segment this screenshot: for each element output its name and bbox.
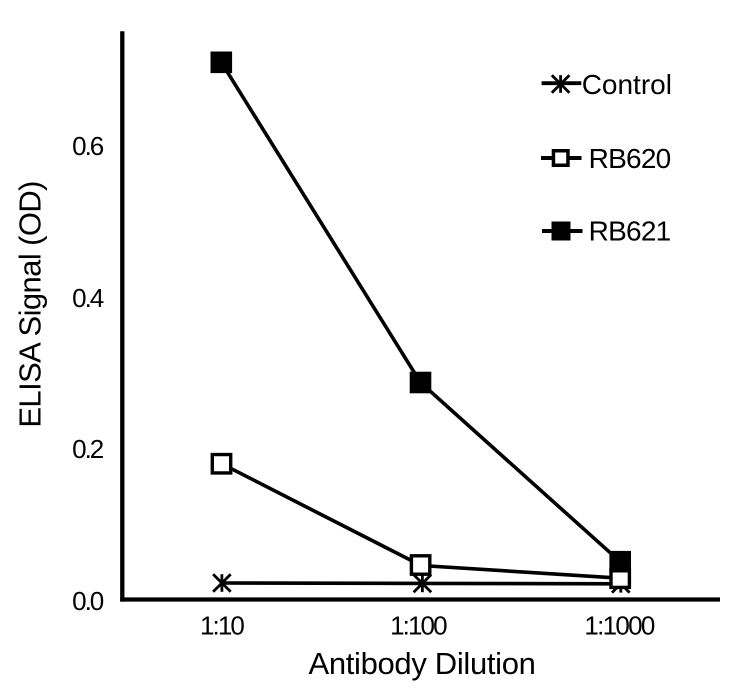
svg-text:1:1000: 1:1000 xyxy=(584,611,655,641)
svg-text:1:100: 1:100 xyxy=(390,610,447,640)
svg-text:1:10: 1:10 xyxy=(200,610,244,640)
svg-text:0.4: 0.4 xyxy=(72,283,104,313)
svg-text:0.2: 0.2 xyxy=(72,434,104,464)
svg-text:Antibody Dilution: Antibody Dilution xyxy=(308,646,535,681)
svg-text:Control: Control xyxy=(582,69,672,100)
svg-text:ELISA Signal (OD): ELISA Signal (OD) xyxy=(12,181,47,428)
svg-text:RB621: RB621 xyxy=(589,216,671,247)
svg-text:0.6: 0.6 xyxy=(72,131,104,161)
svg-text:RB620: RB620 xyxy=(589,143,671,174)
svg-text:0.0: 0.0 xyxy=(72,586,104,616)
